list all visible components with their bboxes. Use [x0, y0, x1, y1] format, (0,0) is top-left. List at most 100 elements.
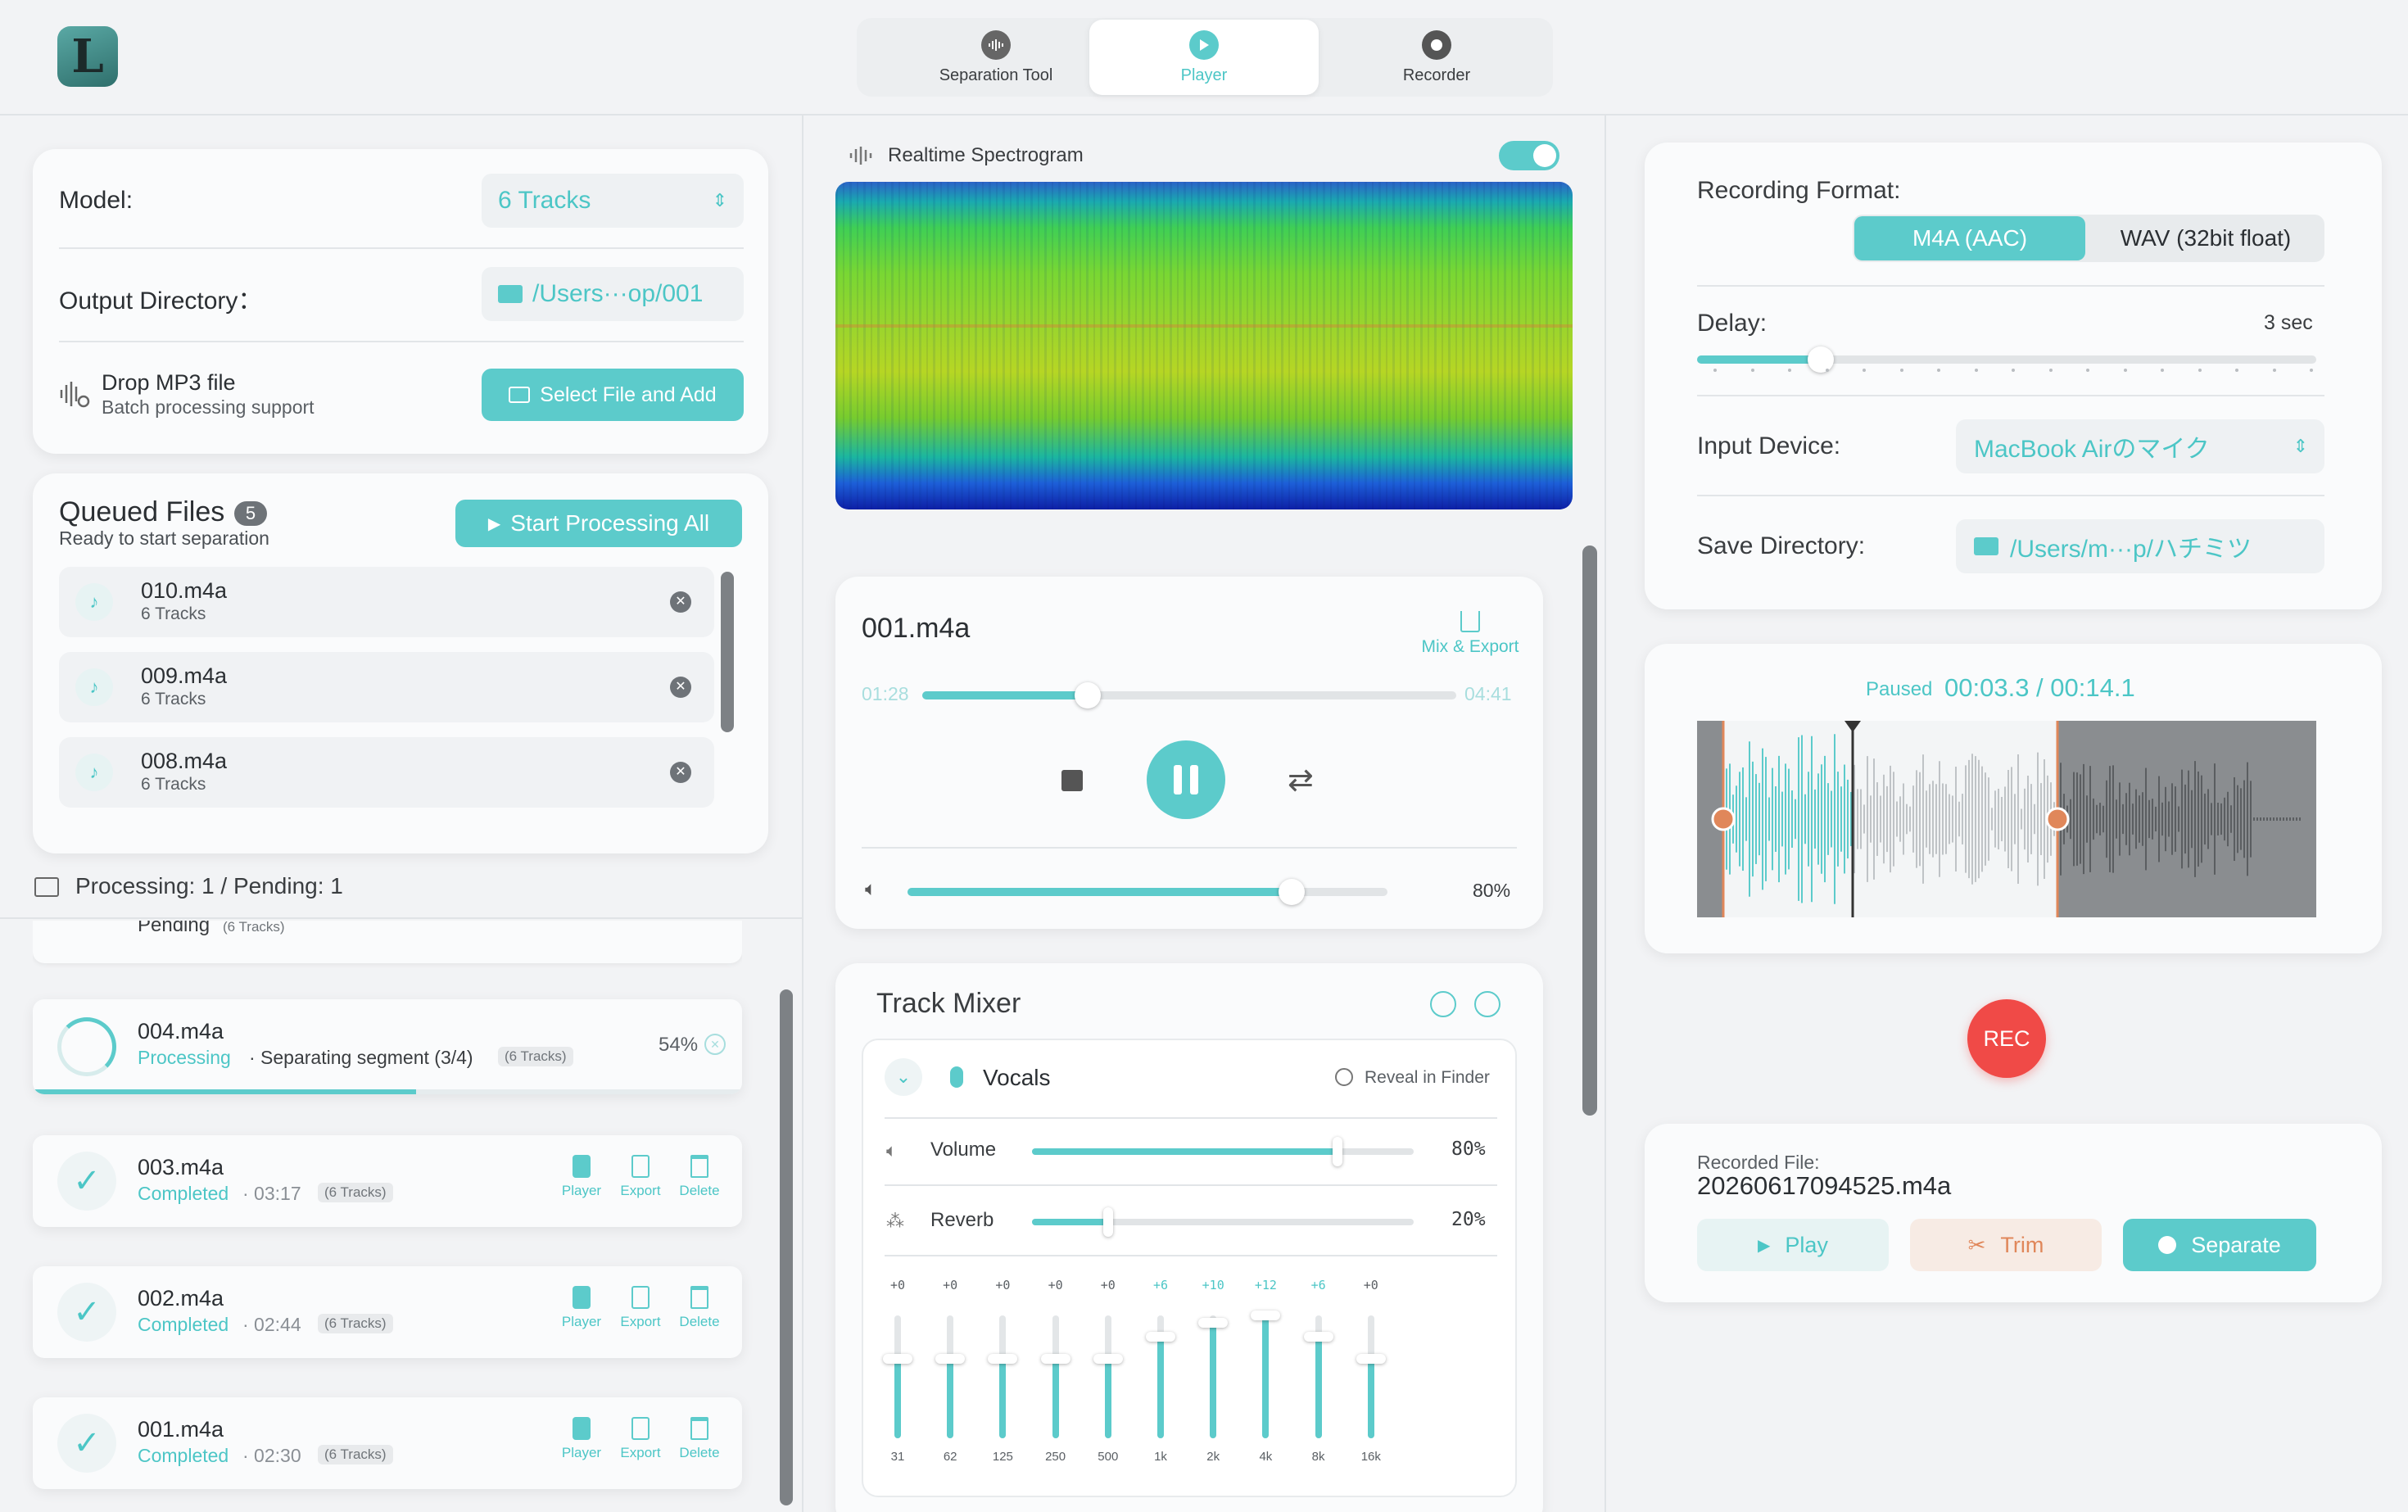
- reverb-track[interactable]: [1032, 1207, 1414, 1237]
- rec-button[interactable]: REC: [1967, 999, 2046, 1078]
- save-directory-field[interactable]: /Users/m···p/ハチミツ: [1956, 519, 2324, 573]
- player-button[interactable]: Player: [557, 1286, 606, 1330]
- delay-knob[interactable]: [1808, 346, 1835, 373]
- model-select[interactable]: 6 Tracks ⇕: [482, 174, 744, 228]
- track-volume-knob[interactable]: [1332, 1137, 1342, 1166]
- player-button[interactable]: Player: [557, 1417, 606, 1461]
- delay-tick: [1974, 369, 1978, 372]
- tab-player[interactable]: Player: [1089, 20, 1319, 95]
- spectrogram-label: Realtime Spectrogram: [888, 144, 1084, 166]
- waveform[interactable]: [1697, 721, 2316, 917]
- eq-slider-knob[interactable]: [1146, 1332, 1175, 1342]
- delay-tick: [2235, 369, 2238, 372]
- eq-slider-knob[interactable]: [988, 1353, 1018, 1364]
- delete-button[interactable]: Delete: [675, 1417, 724, 1461]
- list-item[interactable]: ♪ 009.m4a 6 Tracks ✕: [59, 652, 714, 722]
- job-tracks: (6 Tracks): [318, 1314, 393, 1333]
- trash-icon: [690, 1417, 708, 1440]
- share-icon: [1460, 611, 1480, 632]
- reverb-knob[interactable]: [1103, 1207, 1114, 1237]
- delete-button[interactable]: Delete: [675, 1286, 724, 1330]
- export-button[interactable]: Export: [616, 1417, 665, 1461]
- cancel-icon[interactable]: ✕: [704, 1034, 726, 1055]
- queue-scrollbar[interactable]: [721, 572, 734, 732]
- eq-gain-label: +6: [1152, 1278, 1169, 1292]
- trim-button[interactable]: ✂ Trim: [1910, 1219, 2102, 1271]
- eq-slider-knob[interactable]: [1356, 1353, 1386, 1364]
- remove-icon[interactable]: ✕: [670, 762, 691, 783]
- eq-slider-knob[interactable]: [1251, 1311, 1281, 1320]
- eq-slider-knob[interactable]: [883, 1353, 912, 1364]
- collapse-button[interactable]: ⌄: [885, 1058, 922, 1096]
- eq-band: +10 2k: [1197, 1278, 1229, 1483]
- folder-add-icon: [509, 387, 531, 403]
- eq-band: +0 125: [986, 1278, 1019, 1483]
- playback-fill: [922, 691, 1089, 699]
- track-volume-track[interactable]: [1032, 1137, 1414, 1166]
- eq-gain-label: +0: [995, 1278, 1011, 1292]
- job-duration: · 02:44: [242, 1314, 301, 1335]
- eq-slider-knob[interactable]: [935, 1353, 966, 1364]
- export-button[interactable]: Export: [616, 1155, 665, 1199]
- eq-slider-knob[interactable]: [1040, 1353, 1070, 1364]
- delay-track[interactable]: [1697, 346, 2316, 373]
- music-note-icon: ♪: [75, 583, 113, 621]
- export-button[interactable]: Export: [616, 1286, 665, 1330]
- playhead-marker[interactable]: [1844, 721, 1861, 732]
- separate-label: Separate: [2191, 1232, 2281, 1257]
- spectrogram-toggle[interactable]: [1499, 141, 1559, 170]
- play-button[interactable]: ▶ Play: [1697, 1219, 1889, 1271]
- output-directory-field[interactable]: /Users···op/001: [482, 267, 744, 321]
- playback-track[interactable]: [922, 682, 1456, 708]
- eq-band-label: 500: [1098, 1450, 1119, 1464]
- separate-button[interactable]: Separate: [2123, 1219, 2316, 1271]
- eq-band: +6 1k: [1144, 1278, 1177, 1483]
- list-item[interactable]: ♪ 008.m4a 6 Tracks ✕: [59, 737, 714, 808]
- eq-slider-knob[interactable]: [1093, 1353, 1123, 1364]
- mix-export-button[interactable]: Mix & Export: [1409, 604, 1532, 657]
- delay-tick: [2198, 369, 2202, 372]
- reveal-in-finder-link[interactable]: Reveal in Finder: [1365, 1068, 1490, 1087]
- paused-label: Paused: [1866, 678, 1933, 700]
- divider: [885, 1117, 1497, 1119]
- eq-slider-knob[interactable]: [1198, 1317, 1229, 1328]
- jobs-scrollbar[interactable]: [780, 989, 793, 1505]
- export-icon: [631, 1155, 650, 1178]
- trim-left-handle[interactable]: [1711, 807, 1736, 831]
- volume-track[interactable]: [908, 879, 1387, 905]
- format-option-m4a[interactable]: M4A (AAC): [1854, 216, 2085, 260]
- volume-knob[interactable]: [1278, 879, 1305, 905]
- format-option-wav[interactable]: WAV (32bit float): [2089, 216, 2323, 260]
- tab-recorder[interactable]: Recorder: [1314, 21, 1559, 93]
- remove-icon[interactable]: ✕: [670, 677, 691, 698]
- tab-separation-tool[interactable]: Separation Tool: [873, 21, 1119, 93]
- remove-icon[interactable]: ✕: [670, 591, 691, 613]
- player-label: Player: [561, 1445, 602, 1460]
- eq-slider-knob[interactable]: [1303, 1332, 1333, 1342]
- output-directory-value: /Users···op/001: [532, 280, 704, 307]
- eq-slider-fill: [1104, 1358, 1111, 1438]
- stop-icon[interactable]: [1061, 770, 1083, 791]
- format-label-m4a: M4A (AAC): [1912, 225, 2028, 251]
- bookmark-icon[interactable]: [1430, 991, 1456, 1017]
- select-file-button[interactable]: Select File and Add: [482, 369, 744, 421]
- mix-export-label: Mix & Export: [1421, 637, 1519, 656]
- start-processing-button[interactable]: ▶ Start Processing All: [455, 500, 742, 547]
- pause-button[interactable]: [1147, 740, 1225, 819]
- middle-scrollbar[interactable]: [1582, 545, 1597, 1116]
- job-progress-track: [33, 1089, 742, 1094]
- playback-knob[interactable]: [1075, 682, 1102, 708]
- speaker-icon: 🔈︎: [886, 1140, 898, 1161]
- pending-tracks: (6 Tracks): [223, 919, 285, 935]
- repeat-icon[interactable]: ⇄: [1288, 763, 1314, 798]
- input-device-select[interactable]: MacBook Airのマイク ⇕: [1956, 419, 2324, 473]
- pause-bar: [1190, 765, 1198, 794]
- eq-gain-label: +6: [1310, 1278, 1326, 1292]
- player-button[interactable]: Player: [557, 1155, 606, 1199]
- reveal-icon: [1335, 1068, 1353, 1086]
- reset-icon[interactable]: [1474, 991, 1500, 1017]
- delete-button[interactable]: Delete: [675, 1155, 724, 1199]
- eq-gain-label: +0: [943, 1278, 958, 1292]
- list-item[interactable]: ♪ 010.m4a 6 Tracks ✕: [59, 567, 714, 637]
- trim-right-handle[interactable]: [2045, 807, 2070, 831]
